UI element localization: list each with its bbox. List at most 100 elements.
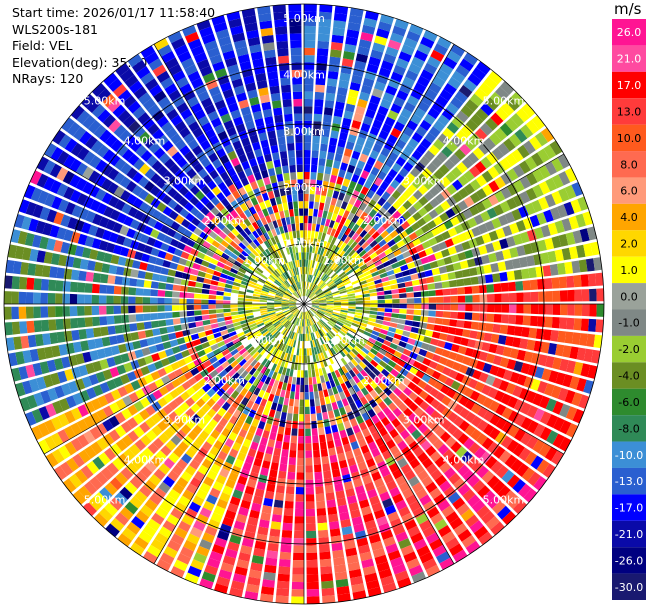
colorbar-tick-label: -26.0 — [615, 554, 643, 567]
ray — [310, 309, 538, 503]
ray — [199, 311, 302, 590]
ray — [4, 275, 296, 304]
colorbar: 26.0 21.0 17.0 13.0 10.0 8.0 6.0 4.0 2.0 1.0 0.0 -1… — [612, 19, 646, 600]
ray — [182, 25, 302, 297]
ray — [91, 83, 299, 299]
ray — [311, 306, 590, 409]
colorbar-tick-label: 17.0 — [617, 79, 642, 92]
colorbar-tick-label: -13.0 — [615, 475, 643, 488]
ray — [310, 140, 563, 300]
colorbar-swatch — [612, 19, 646, 46]
ray — [311, 167, 577, 301]
colorbar-tick-label: 26.0 — [617, 26, 642, 39]
colorbar-tick-label: -30.0 — [615, 581, 643, 594]
ray — [305, 7, 364, 297]
ray — [4, 304, 296, 320]
ray — [44, 143, 298, 300]
colorbar-tick-label: -4.0 — [618, 370, 639, 383]
ray — [311, 211, 593, 302]
range-label: 5.00km — [483, 493, 525, 506]
ray — [288, 4, 304, 296]
ray — [214, 311, 302, 594]
range-label: 2.00km — [203, 374, 245, 387]
range-labels: 1.00km 1.00km 1.00km 1.00km 1.00km 2.00km 2.00… — [84, 12, 524, 506]
ray — [311, 305, 601, 364]
ray — [307, 310, 454, 570]
ray — [130, 310, 300, 556]
colorbar-tick-label: -1.0 — [618, 317, 639, 330]
colorbar-swatch — [612, 362, 646, 389]
ray — [259, 311, 304, 603]
ray — [25, 306, 297, 426]
ray — [311, 307, 579, 438]
ray — [127, 53, 300, 298]
ray — [105, 310, 299, 538]
range-label: 1.00km — [323, 254, 365, 267]
nrays-text: NRays: 120 — [12, 71, 84, 86]
colorbar-tick-label: -8.0 — [618, 422, 639, 435]
ray — [184, 311, 302, 585]
ray — [312, 304, 604, 333]
azimuth-line — [303, 44, 455, 305]
ray — [311, 305, 598, 379]
azimuth-line — [44, 153, 305, 305]
ray — [309, 81, 515, 299]
ray — [308, 310, 481, 555]
ray — [83, 309, 299, 517]
ray — [306, 311, 426, 583]
colorbar-swatch — [612, 309, 646, 336]
ray — [14, 214, 297, 302]
azimuth-line — [303, 303, 564, 455]
colorbar-swatch — [612, 71, 646, 99]
range-label: 2.00km — [203, 214, 245, 227]
colorbar-swatch — [612, 151, 646, 178]
range-label: 4.00km — [443, 134, 485, 147]
azimuth-line — [303, 153, 564, 305]
ray — [309, 309, 505, 536]
ray — [23, 184, 297, 302]
colorbar-swatch — [612, 441, 646, 468]
ray — [310, 308, 556, 478]
ray — [241, 8, 303, 297]
ray — [81, 93, 299, 299]
colorbar-swatch — [612, 230, 646, 257]
azimuth-line — [303, 303, 455, 564]
ray — [63, 308, 298, 493]
ray — [70, 105, 298, 299]
ray — [310, 154, 570, 301]
ray — [312, 272, 604, 304]
ray — [11, 305, 297, 382]
ray — [306, 14, 394, 297]
ray — [5, 259, 297, 304]
scan-info: Start time: 2026/01/17 11:58:40 WLS200s-… — [12, 5, 215, 88]
colorbar-swatch — [612, 573, 646, 600]
range-label: 4.00km — [124, 134, 166, 147]
ray — [307, 36, 452, 297]
ray — [308, 52, 478, 298]
ray — [140, 45, 300, 298]
ray — [307, 29, 438, 297]
range-label: 4.00km — [124, 454, 166, 467]
range-label: 3.00km — [164, 414, 206, 427]
range-label: 2.00km — [283, 181, 325, 194]
ray — [226, 11, 303, 297]
field-text: Field: VEL — [12, 38, 73, 53]
ray — [4, 304, 296, 336]
ray — [8, 305, 297, 367]
ray — [156, 311, 301, 572]
range-label: 4.00km — [283, 68, 325, 81]
ray — [6, 304, 297, 351]
ray — [307, 311, 441, 577]
ray — [309, 309, 527, 515]
colorbar-title: m/s — [614, 0, 642, 18]
colorbar-tick-label: -17.0 — [615, 502, 643, 515]
colorbar-swatch — [612, 203, 646, 231]
ray — [311, 306, 585, 424]
colorbar-tick-label: 10.0 — [617, 132, 642, 145]
ray — [306, 311, 412, 589]
ray — [305, 311, 382, 597]
range-label: 1.00km — [283, 238, 325, 251]
ray — [52, 130, 298, 300]
ray — [312, 288, 604, 304]
colorbar-swatch — [612, 98, 646, 125]
